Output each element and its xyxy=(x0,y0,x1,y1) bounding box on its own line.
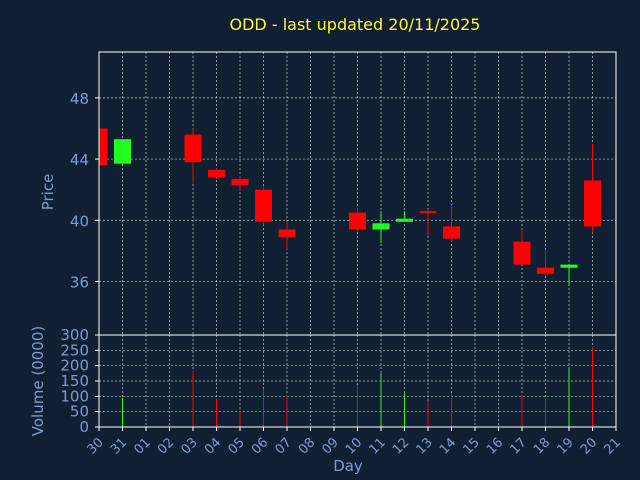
x-tick-label: 30 xyxy=(85,435,107,457)
candle-body xyxy=(184,134,202,163)
candle-body xyxy=(114,139,131,164)
x-tick-label: 01 xyxy=(132,435,154,457)
x-tick-label: 13 xyxy=(414,435,436,457)
price-grid xyxy=(99,52,616,335)
x-tick-label: 05 xyxy=(226,435,248,457)
volume-y-tick-label: 50 xyxy=(70,403,89,421)
candle-body xyxy=(231,178,249,186)
volume-bars xyxy=(122,347,593,427)
x-tick-label: 07 xyxy=(273,435,295,457)
x-tick-label: 17 xyxy=(508,435,530,457)
x-tick-label: 10 xyxy=(343,435,365,457)
x-tick-label: 12 xyxy=(390,435,412,457)
candle-body xyxy=(584,180,601,227)
volume-y-tick-label: 100 xyxy=(60,387,89,405)
volume-y-tick-label: 250 xyxy=(60,341,89,359)
x-tick-label: 03 xyxy=(179,435,201,457)
x-tick-label: 19 xyxy=(555,435,577,457)
price-y-tick-label: 44 xyxy=(70,151,89,169)
volume-y-tick-label: 300 xyxy=(60,326,89,344)
candle-body xyxy=(419,211,437,214)
x-tick-label: 06 xyxy=(249,435,271,457)
candle-body xyxy=(443,226,460,239)
candle-body xyxy=(255,189,272,222)
volume-y-tick-label: 0 xyxy=(79,418,89,436)
price-y-tick-label: 36 xyxy=(70,273,89,291)
x-tick-label: 16 xyxy=(484,435,506,457)
candle-body xyxy=(372,223,390,230)
x-tick-label: 20 xyxy=(578,435,600,457)
x-tick-label: 08 xyxy=(296,435,318,457)
candle-body xyxy=(349,212,366,230)
candle-body xyxy=(560,264,578,268)
x-tick-label: 04 xyxy=(202,435,224,457)
price-y-tick-label: 40 xyxy=(70,212,89,230)
candle-body xyxy=(396,218,413,222)
x-ticks: 30 31 01 02 03 04 05 06 07 08 09 10 11 12 13 14 15 16 17 18… xyxy=(85,427,624,458)
x-tick-label: 31 xyxy=(108,435,130,457)
volume-axis-label: Volume (0000) xyxy=(29,326,47,436)
candle-body xyxy=(513,241,531,265)
candle-body xyxy=(208,169,225,178)
x-tick-label: 09 xyxy=(320,435,342,457)
price-axis-label: Price xyxy=(39,174,57,211)
x-tick-label: 14 xyxy=(437,435,459,457)
x-tick-label: 02 xyxy=(155,435,177,457)
candles xyxy=(98,128,601,287)
x-tick-label: 21 xyxy=(602,435,624,457)
candle-body xyxy=(537,267,554,274)
volume-y-tick-label: 200 xyxy=(60,357,89,375)
candle-body xyxy=(278,229,296,238)
candle-body xyxy=(99,128,108,166)
x-tick-label: 11 xyxy=(367,435,389,457)
x-axis-label: Day xyxy=(333,457,363,475)
x-tick-label: 18 xyxy=(531,435,553,457)
volume-y-tick-label: 150 xyxy=(60,372,89,390)
chart-title: ODD - last updated 20/11/2025 xyxy=(230,15,481,34)
price-y-tick-label: 48 xyxy=(70,90,89,108)
x-tick-label: 15 xyxy=(461,435,483,457)
